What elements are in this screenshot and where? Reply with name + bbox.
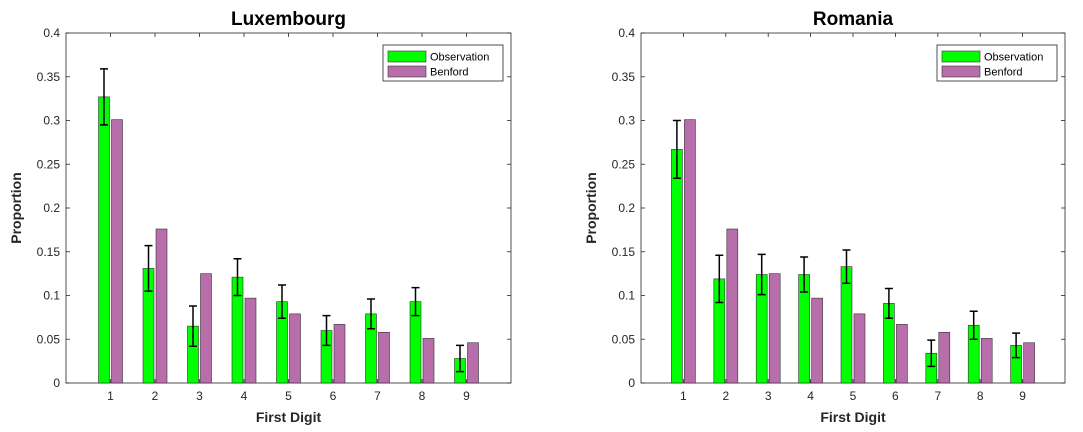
legend-label: Benford	[984, 67, 1023, 79]
x-tick-label: 6	[330, 389, 337, 403]
chart-panel-1: Luxembourg 0 0.05 0.1 0.15 0.2 0.25 0.3 0.35 0.4 1…	[8, 9, 512, 425]
y-tick-label: 0	[53, 376, 60, 390]
bar-benford	[467, 342, 479, 384]
x-tick-label: 8	[419, 389, 426, 403]
x-tick-label: 7	[374, 389, 381, 403]
x-tick-label: 1	[680, 389, 687, 403]
y-tick-label: 0.25	[612, 157, 636, 171]
x-tick-label: 9	[1019, 389, 1026, 403]
bar-benford	[200, 273, 212, 384]
y-tick-label: 0.1	[43, 289, 60, 303]
bar-benford	[811, 297, 823, 384]
x-axis-label: First Digit	[256, 409, 322, 425]
y-tick-label: 0.4	[43, 26, 60, 40]
bar-benford	[333, 324, 346, 384]
x-tick-label: 3	[196, 389, 203, 403]
bar-observation	[671, 149, 683, 384]
x-tick-label: 5	[285, 389, 292, 403]
y-tick-label: 0.3	[43, 114, 60, 128]
x-tick-label: 9	[463, 389, 470, 403]
y-tick-label: 0.4	[618, 26, 635, 40]
bar-benford	[896, 324, 908, 384]
x-tick-label: 1	[107, 389, 114, 403]
bar-benford	[289, 313, 301, 384]
bar-benford	[768, 273, 781, 384]
legend-swatch	[941, 50, 981, 63]
bar-benford	[422, 338, 435, 384]
y-tick-label: 0.35	[612, 70, 636, 84]
x-tick-label: 4	[241, 389, 248, 403]
bar-benford	[726, 228, 739, 384]
bar-benford	[244, 297, 257, 384]
legend: Observation Benford	[936, 44, 1058, 82]
bar-observation	[98, 96, 110, 384]
legend-label: Observation	[430, 52, 489, 64]
legend-swatch	[387, 65, 427, 78]
chart-title: Romania	[813, 9, 894, 30]
x-tick-label: 6	[892, 389, 899, 403]
x-axis-label: First Digit	[820, 409, 886, 425]
y-tick-label: 0.15	[37, 245, 61, 259]
bar-benford	[155, 228, 168, 384]
x-tick-label: 7	[934, 389, 941, 403]
bar-benford	[111, 119, 123, 384]
y-tick-label: 0.2	[43, 201, 60, 215]
bar-observation	[840, 266, 853, 384]
y-axis-label: Proportion	[583, 172, 599, 244]
bar-benford	[938, 331, 951, 384]
y-tick-label: 0.05	[612, 332, 636, 346]
x-tick-label: 3	[765, 389, 772, 403]
legend-label: Benford	[430, 67, 469, 79]
x-tick-label: 8	[977, 389, 984, 403]
y-tick-label: 0	[628, 376, 635, 390]
legend-swatch	[941, 65, 981, 78]
x-tick-label: 2	[152, 389, 159, 403]
y-tick-label: 0.35	[37, 70, 61, 84]
y-tick-label: 0.05	[37, 332, 61, 346]
y-tick-label: 0.2	[618, 201, 635, 215]
chart-panel-2: Romania 0 0.05 0.1 0.15 0.2 0.25 0.3 0.35 0.4 1 2 3 4…	[583, 9, 1066, 425]
plot-area	[640, 32, 1066, 384]
y-tick-label: 0.15	[612, 245, 636, 259]
legend: Observation Benford	[382, 44, 504, 82]
y-tick-label: 0.1	[618, 289, 635, 303]
bar-benford	[980, 338, 993, 384]
plot-area	[65, 32, 512, 384]
legend-swatch	[387, 50, 427, 63]
x-tick-label: 5	[850, 389, 857, 403]
y-tick-label: 0.3	[618, 114, 635, 128]
bar-benford	[853, 313, 866, 384]
y-axis-label: Proportion	[8, 172, 24, 244]
x-tick-label: 4	[807, 389, 814, 403]
y-tick-label: 0.25	[37, 157, 61, 171]
bar-benford	[378, 331, 390, 384]
bar-benford	[1023, 342, 1035, 384]
x-tick-label: 2	[722, 389, 729, 403]
chart-title: Luxembourg	[231, 9, 346, 30]
bar-benford	[684, 119, 696, 384]
legend-label: Observation	[984, 52, 1043, 64]
